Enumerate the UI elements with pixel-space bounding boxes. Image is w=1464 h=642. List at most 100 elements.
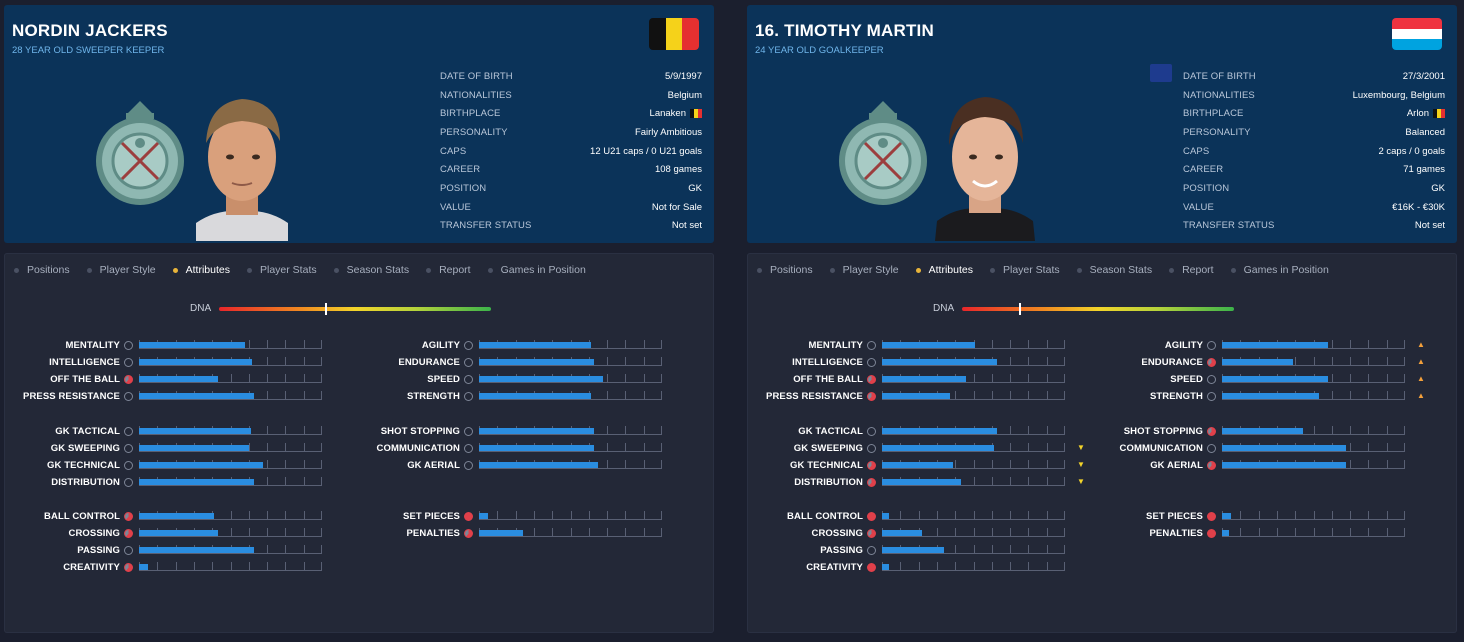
tab-player-style[interactable]: Player Style [86, 264, 156, 276]
dna-marker [1019, 302, 1022, 315]
bar-tick [285, 374, 287, 382]
bar-tick [643, 340, 645, 348]
bar-tick [157, 562, 159, 570]
bar-tick [1240, 511, 1242, 519]
bar-tick [1386, 340, 1388, 348]
bar-tick [1064, 374, 1065, 382]
bar-tick [285, 562, 287, 570]
tab-label: Player Stats [1003, 264, 1060, 276]
attribute-label: GK TECHNICAL [47, 460, 120, 471]
info-value: Arlon [1407, 108, 1445, 119]
info-label: DATE OF BIRTH [1183, 70, 1256, 82]
bar-tick [1064, 511, 1065, 519]
tab-report[interactable]: Report [426, 264, 471, 276]
attribute-bar-track [1222, 511, 1405, 520]
attribute-status-icon [124, 461, 133, 470]
attribute-bar-fill [882, 530, 923, 536]
attribute-row: GK AERIAL [1087, 457, 1405, 474]
info-value: GK [1431, 182, 1445, 194]
tab-attributes[interactable]: Attributes [172, 264, 230, 276]
attribute-status-icon [124, 341, 133, 350]
bar-tick [285, 391, 287, 399]
attribute-status-icon [464, 444, 473, 453]
attribute-bar-track [139, 545, 322, 554]
attribute-bar-fill [882, 445, 994, 451]
bar-tick [1404, 460, 1405, 468]
tab-player-stats[interactable]: Player Stats [247, 264, 317, 276]
attribute-bar-track [882, 528, 1065, 537]
tab-positions[interactable]: Positions [14, 264, 70, 276]
attribute-label: PENALTIES [406, 528, 460, 539]
bar-tick [607, 511, 609, 519]
tab-player-stats[interactable]: Player Stats [990, 264, 1060, 276]
attribute-row: OFF THE BALL [747, 371, 1065, 388]
attribute-status-icon [124, 512, 133, 521]
bar-tick [643, 374, 645, 382]
attribute-status-icon [1207, 529, 1216, 538]
tab-dot-icon [1230, 267, 1236, 273]
tab-positions[interactable]: Positions [757, 264, 813, 276]
bar-tick [1350, 340, 1352, 348]
attribute-row: PASSING [4, 542, 322, 559]
bar-tick [607, 460, 609, 468]
bar-tick [1386, 374, 1388, 382]
attribute-bar-track [139, 562, 322, 571]
attribute-row: STRENGTH ▲ [1087, 388, 1425, 405]
attribute-bar-track [1222, 426, 1405, 435]
player-subtitle: 28 YEAR OLD SWEEPER KEEPER [12, 45, 165, 56]
tab-season-stats[interactable]: Season Stats [333, 264, 409, 276]
bar-tick [991, 477, 993, 485]
bar-tick [973, 477, 975, 485]
attribute-bar-fill [139, 479, 255, 485]
bar-tick [248, 528, 250, 536]
tab-attributes[interactable]: Attributes [915, 264, 973, 276]
bar-tick [1331, 391, 1333, 399]
info-row-dob: DATE OF BIRTH 27/3/2001 [1183, 67, 1445, 86]
tab-report[interactable]: Report [1169, 264, 1214, 276]
info-value: 2 caps / 0 goals [1378, 145, 1445, 157]
attribute-row: AGILITY [344, 337, 662, 354]
bar-tick [588, 528, 590, 536]
tab-label: Report [439, 264, 471, 276]
attribute-row: GK AERIAL [344, 457, 662, 474]
attribute-label: GK TACTICAL [798, 426, 863, 437]
tab-dot-icon [915, 267, 921, 273]
tab-games-in-position[interactable]: Games in Position [1230, 264, 1329, 276]
info-row-position: POSITION GK [1183, 179, 1445, 198]
bar-tick [900, 511, 902, 519]
club-crest-icon [839, 101, 927, 205]
bar-tick [607, 340, 609, 348]
bar-tick [303, 528, 305, 536]
bar-tick [1046, 340, 1048, 348]
info-row-birthplace: BIRTHPLACE Arlon [1183, 104, 1445, 123]
bar-tick [1386, 511, 1388, 519]
bar-tick [267, 357, 269, 365]
bar-tick [1386, 357, 1388, 365]
bar-tick [570, 528, 572, 536]
player-name: 16. TIMOTHY MARTIN [755, 21, 934, 40]
bar-tick [1028, 528, 1030, 536]
bar-tick [1350, 511, 1352, 519]
bar-tick [515, 511, 517, 519]
attribute-row: GK TECHNICAL [4, 457, 322, 474]
attribute-label: SHOT STOPPING [1123, 426, 1203, 437]
attribute-status-icon [1207, 444, 1216, 453]
bar-tick [1331, 511, 1333, 519]
bar-tick [533, 528, 535, 536]
tab-label: Games in Position [500, 264, 586, 276]
bar-tick [285, 426, 287, 434]
bar-tick [991, 460, 993, 468]
tab-season-stats[interactable]: Season Stats [1076, 264, 1152, 276]
tab-games-in-position[interactable]: Games in Position [487, 264, 586, 276]
bar-tick [303, 460, 305, 468]
attribute-bar-fill [479, 462, 598, 468]
attribute-label: SPEED [427, 374, 460, 385]
bar-tick [303, 374, 305, 382]
tab-label: Positions [770, 264, 813, 276]
attribute-bar-fill [882, 393, 950, 399]
bar-tick [1028, 511, 1030, 519]
bar-tick [1258, 511, 1260, 519]
attribute-label: PASSING [77, 545, 120, 556]
tab-dot-icon [757, 267, 762, 273]
tab-player-style[interactable]: Player Style [829, 264, 899, 276]
